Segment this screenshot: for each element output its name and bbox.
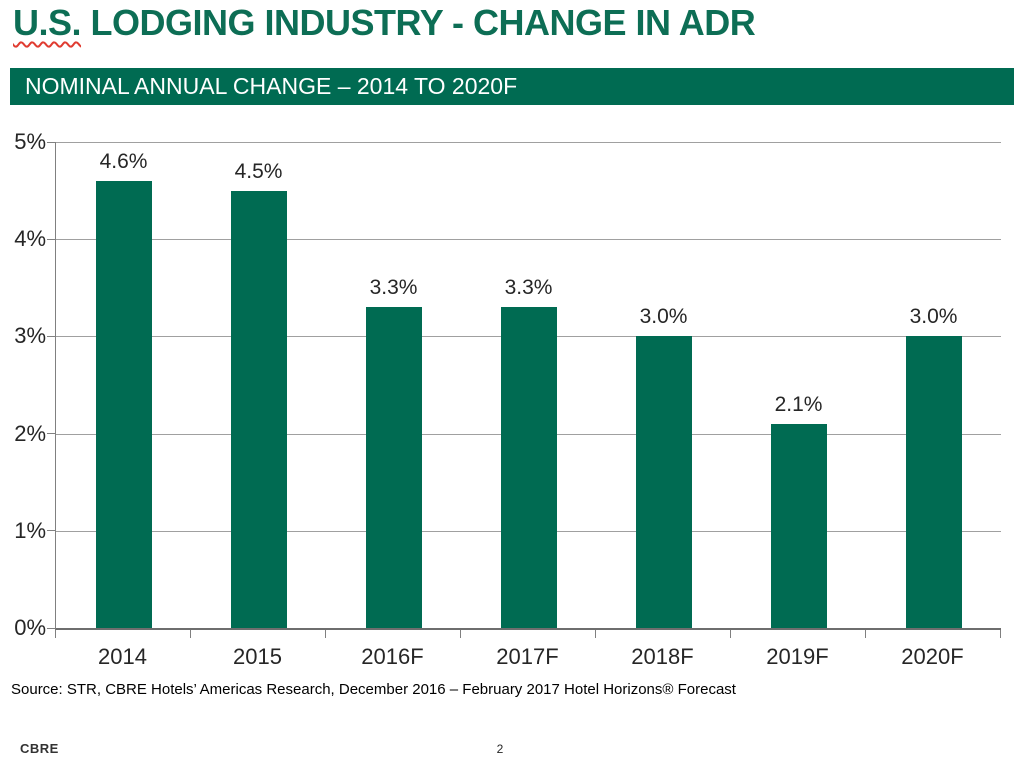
y-tick-label: 2% (14, 420, 46, 446)
y-tick-label: 4% (14, 226, 46, 252)
x-tick-label: 2017F (496, 644, 559, 669)
y-axis-tick (47, 530, 55, 532)
y-axis-tick (47, 238, 55, 240)
bar-value-label: 4.5% (234, 159, 283, 183)
bar (905, 336, 962, 628)
x-tick-label: 2019F (766, 644, 829, 669)
bar-value-label: 4.6% (99, 149, 148, 173)
plot-area: 4.6% 4.5% 3.3% 3.3% 3.0% 2.1% 3.0% (55, 142, 1001, 630)
bar (95, 180, 152, 628)
bars: 4.6% 4.5% 3.3% 3.3% 3.0% 2.1% 3.0% (56, 142, 1001, 628)
y-tick-label: 1% (14, 517, 46, 543)
bar-value-label: 3.3% (504, 276, 553, 300)
x-axis-tick (325, 630, 326, 638)
bar (635, 336, 692, 628)
title-us-text: U.S. (13, 2, 82, 43)
x-tick-label: 2020F (901, 644, 964, 669)
x-tick-label: 2015 (233, 644, 282, 669)
y-tick-label: 0% (14, 615, 46, 640)
y-axis-tick (47, 433, 55, 435)
x-axis-tick (595, 630, 596, 638)
y-axis-tick (47, 141, 55, 143)
bar-value-label: 2.1% (774, 392, 823, 416)
cbre-logo: CBRE (20, 741, 59, 756)
gridline (56, 142, 1001, 143)
x-axis-tick (55, 630, 56, 638)
x-tick-label: 2014 (98, 644, 147, 669)
bar-value-label: 3.0% (639, 305, 688, 329)
y-axis-tick (47, 335, 55, 337)
y-axis-tick (47, 627, 55, 629)
source-note: Source: STR, CBRE Hotels’ Americas Resea… (11, 681, 736, 698)
bar (770, 423, 827, 628)
x-axis-tick (730, 630, 731, 638)
x-axis-tick (460, 630, 461, 638)
y-tick-label: 5% (14, 129, 46, 154)
bar-value-label: 3.0% (909, 305, 958, 329)
bar-value-label: 3.3% (369, 276, 418, 300)
bar (230, 190, 287, 628)
title-rest-text: LODGING INDUSTRY - CHANGE IN ADR (90, 2, 756, 43)
subtitle-text: NOMINAL ANNUAL CHANGE – 2014 TO 2020F (25, 73, 518, 99)
bar (365, 307, 422, 628)
subtitle-band: NOMINAL ANNUAL CHANGE – 2014 TO 2020F (10, 68, 1014, 105)
bar (500, 307, 557, 628)
x-axis-tick (1000, 630, 1001, 638)
page-number: 2 (496, 742, 504, 756)
gridline (56, 239, 1001, 241)
y-tick-label: 3% (14, 323, 46, 349)
x-tick-label: 2018F (631, 644, 694, 669)
x-axis-tick (190, 630, 191, 638)
bar-chart: 4.6% 4.5% 3.3% 3.3% 3.0% 2.1% 3.0% 0% 1% 2% 3% 4% 5… (0, 130, 1024, 678)
x-axis-tick (865, 630, 866, 638)
x-tick-label: 2016F (361, 644, 424, 669)
page-title: U.S. LODGING INDUSTRY - CHANGE IN ADR (13, 2, 756, 44)
